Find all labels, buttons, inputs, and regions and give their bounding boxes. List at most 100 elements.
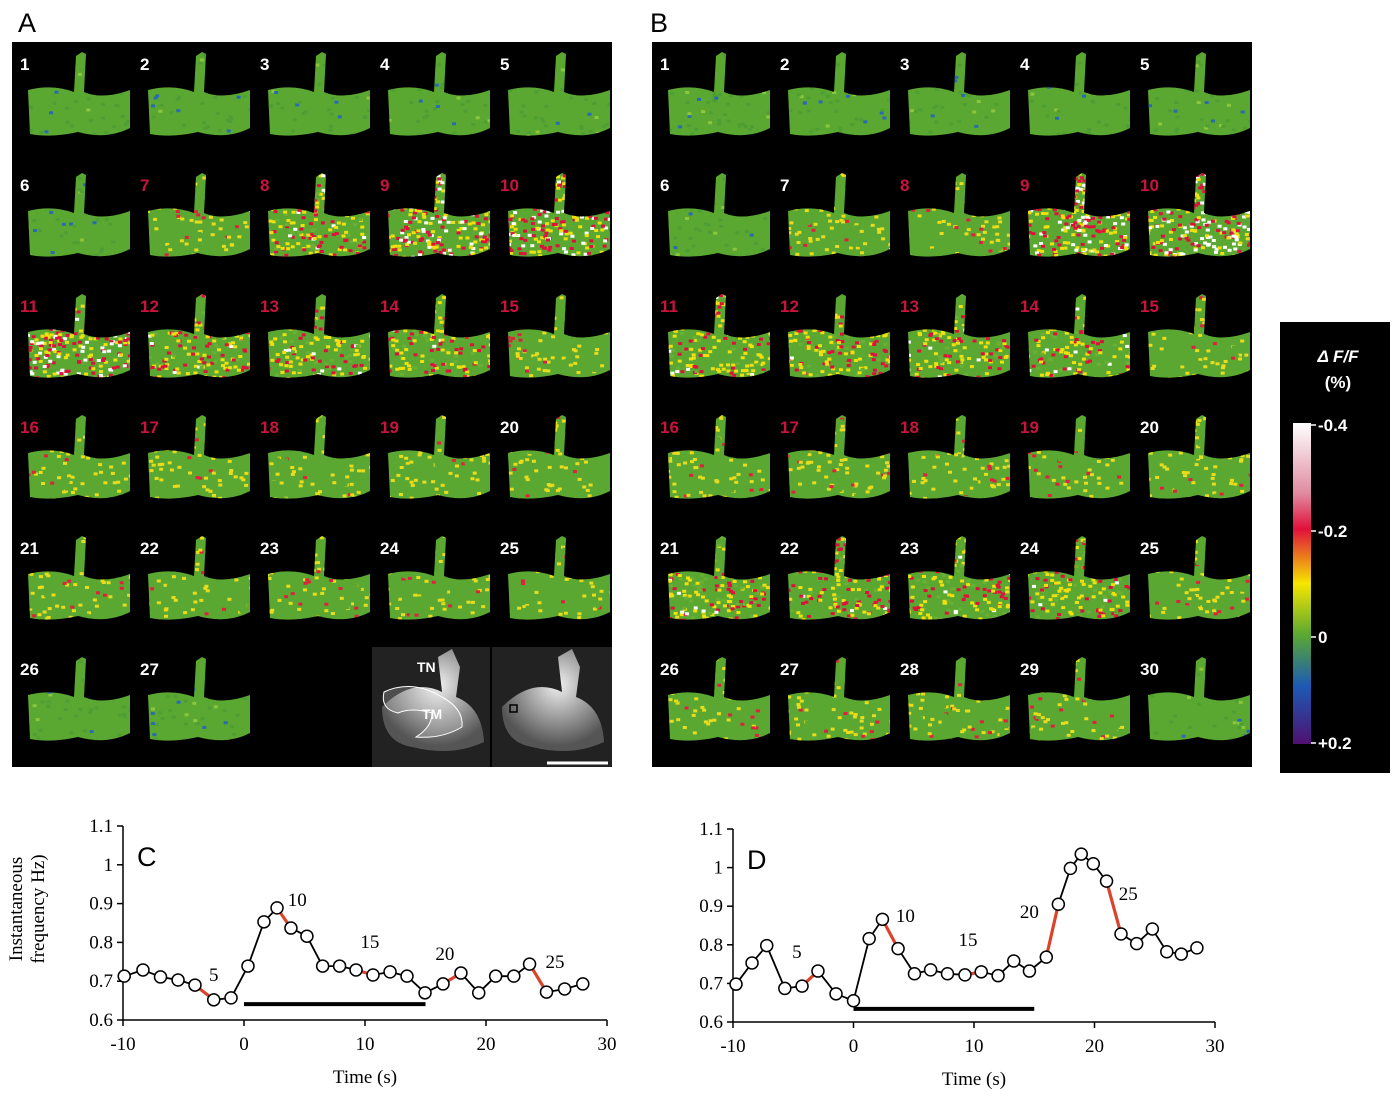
pixel [82, 729, 87, 733]
pixel [115, 365, 120, 369]
pixel [320, 369, 325, 373]
pixel [1078, 91, 1083, 95]
pixel [37, 341, 42, 345]
pixel [470, 352, 475, 356]
pixel [714, 96, 719, 100]
pixel [526, 134, 531, 136]
pixel [448, 253, 453, 257]
pixel [434, 245, 439, 249]
pixel [1219, 124, 1223, 127]
pixel [437, 441, 442, 445]
pixel [349, 464, 354, 468]
pixel [204, 373, 209, 376]
pixel [35, 590, 40, 594]
pixel [516, 577, 521, 581]
pixel [310, 482, 315, 486]
pixel [52, 344, 57, 348]
pixel [202, 353, 207, 357]
pixel [150, 365, 155, 369]
pixel [76, 310, 81, 314]
pixel [334, 338, 339, 342]
pixel [828, 219, 833, 223]
pixel [866, 220, 871, 224]
pixel [355, 352, 360, 356]
pixel [244, 696, 249, 700]
pixel [189, 218, 194, 222]
pixel [517, 247, 522, 251]
pixel [294, 495, 299, 499]
pixel [81, 345, 86, 349]
pixel [41, 466, 46, 470]
pixel [546, 210, 551, 214]
pixel [205, 488, 210, 492]
pixel [609, 214, 610, 218]
pixel [175, 210, 180, 213]
frame-number: 21 [20, 539, 39, 558]
pixel [198, 548, 203, 552]
frame-number: 15 [500, 297, 519, 316]
pixel [989, 240, 994, 244]
pixel [268, 219, 273, 223]
pixel [317, 307, 322, 311]
pixel [430, 216, 435, 220]
pixel [31, 335, 36, 339]
pixel [77, 188, 82, 192]
pixel [958, 90, 963, 94]
pixel [276, 487, 281, 491]
pixel [68, 468, 72, 472]
pixel [397, 617, 402, 620]
pixel [534, 469, 539, 473]
pixel [859, 229, 864, 233]
pixel [580, 215, 584, 219]
pixel [306, 244, 311, 248]
pixel [1123, 106, 1128, 110]
pixel [198, 323, 203, 327]
pixel [430, 606, 434, 610]
pixel [151, 707, 155, 711]
pixel [691, 244, 696, 248]
pixel [315, 201, 320, 205]
pixel [242, 348, 247, 352]
pixel [677, 226, 682, 230]
pixel [563, 185, 567, 188]
pixel [301, 333, 306, 337]
pixel [227, 597, 232, 601]
pixel [247, 362, 250, 366]
pixel [180, 580, 185, 584]
pixel [317, 567, 322, 571]
pixel [39, 585, 44, 589]
pixel [159, 209, 164, 213]
pixel [582, 594, 587, 598]
pixel [570, 234, 575, 238]
pixel [563, 229, 568, 233]
pixel [445, 349, 449, 353]
frame-number: 16 [20, 418, 39, 437]
pixel [366, 473, 370, 477]
pixel [53, 334, 58, 338]
pixel [476, 590, 481, 594]
pixel [735, 231, 740, 235]
pixel [542, 492, 547, 495]
pixel [582, 616, 587, 620]
pixel [369, 470, 370, 474]
pixel [436, 174, 441, 178]
pixel [291, 371, 296, 375]
pixel [173, 694, 178, 698]
pixel [564, 577, 569, 581]
pixel [804, 209, 809, 213]
pixel [562, 182, 567, 186]
pixel [297, 231, 302, 235]
pixel [329, 579, 334, 582]
pixel [553, 587, 558, 591]
pixel [604, 217, 609, 221]
pixel [40, 341, 45, 345]
pixel [364, 596, 369, 600]
pixel [155, 362, 160, 366]
pixel [546, 331, 551, 335]
pixel [156, 601, 161, 605]
pixel [525, 478, 530, 482]
pixel [855, 225, 860, 229]
pixel [72, 224, 77, 228]
pixel [760, 247, 765, 251]
pixel [206, 125, 210, 129]
